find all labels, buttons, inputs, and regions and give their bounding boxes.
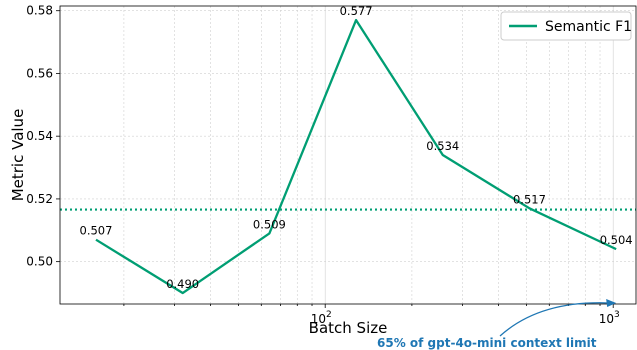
data-label: 0.577	[340, 4, 373, 18]
legend-label-semantic-f1: Semantic F1	[545, 19, 632, 35]
annotation-arrowhead	[606, 299, 617, 307]
y-tick-label: 0.50	[26, 255, 53, 269]
annotation-text: 65% of gpt-4o-mini context limit	[377, 336, 597, 350]
y-tick-label: 0.52	[26, 192, 53, 206]
series-line-semantic-f1	[95, 18, 617, 295]
x-tick-label: 103	[599, 310, 620, 326]
data-label: 0.509	[253, 217, 286, 231]
grid	[60, 6, 636, 304]
y-axis-ticks: 0.50 0.52 0.54 0.56 0.58	[26, 4, 60, 269]
data-label: 0.507	[80, 224, 113, 238]
data-labels: 0.507 0.490 0.509 0.577 0.534 0.517 0.504	[80, 4, 633, 291]
legend: Semantic F1	[500, 11, 632, 41]
legend-box	[500, 11, 632, 41]
data-label: 0.534	[426, 139, 459, 153]
annotation: 65% of gpt-4o-mini context limit	[377, 299, 617, 350]
y-tick-label: 0.56	[26, 66, 53, 80]
y-axis-label: Metric Value	[9, 109, 27, 202]
data-label: 0.517	[513, 192, 546, 206]
annotation-arrow	[499, 302, 611, 337]
data-label: 0.490	[166, 277, 199, 291]
data-label: 0.504	[600, 233, 633, 247]
plot-frame	[59, 5, 637, 305]
x-axis-label: Batch Size	[309, 319, 388, 337]
y-tick-label: 0.58	[26, 4, 53, 18]
y-tick-label: 0.54	[26, 129, 53, 143]
